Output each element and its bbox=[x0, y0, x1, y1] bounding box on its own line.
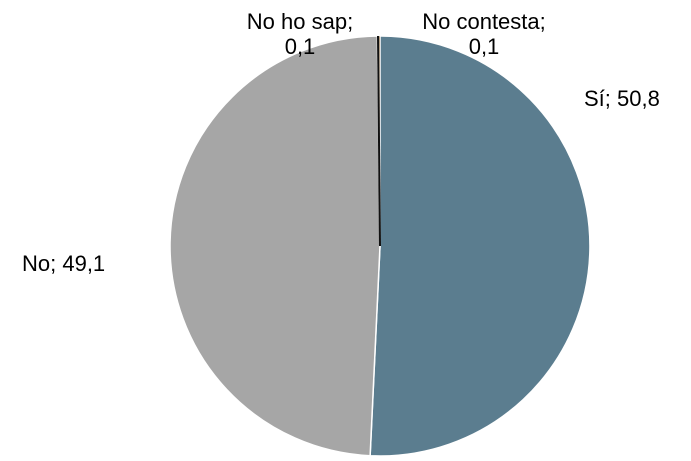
pie-slice-si bbox=[369, 35, 591, 457]
data-label-no-ho-sap: No ho sap; 0,1 bbox=[247, 9, 353, 59]
data-label-no-contesta: No contesta; 0,1 bbox=[422, 9, 546, 59]
pie-slices bbox=[169, 35, 591, 457]
data-label-no: No; 49,1 bbox=[22, 251, 105, 276]
pie-data-labels: Sí; 50,8 No; 49,1 No ho sap; 0,1 No contesta… bbox=[22, 9, 660, 276]
pie-slice-no bbox=[169, 35, 381, 457]
pie-slice-no-ho-sap-edge bbox=[377, 35, 381, 247]
data-label-si: Sí; 50,8 bbox=[584, 86, 660, 111]
